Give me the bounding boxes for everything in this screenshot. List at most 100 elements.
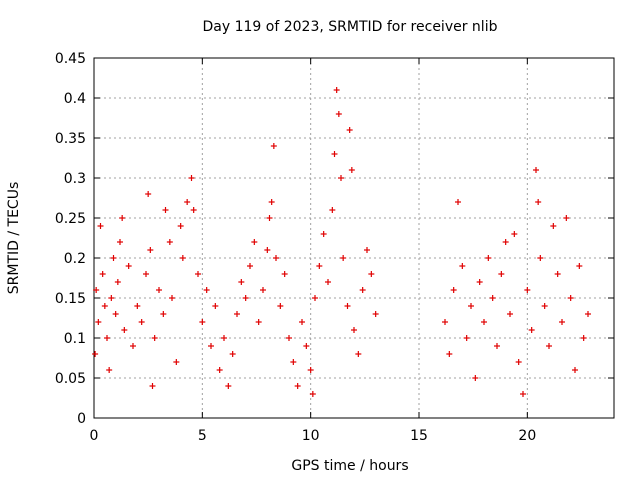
data-point [303,343,310,349]
y-tick-label: 0.15 [55,291,86,307]
data-point [468,303,474,309]
data-point [108,295,115,301]
data-point [286,335,292,341]
data-point [446,351,453,357]
data-point [160,311,167,317]
data-point [333,87,340,93]
data-point [459,263,466,269]
data-point [563,215,570,221]
axis-ticks: 0 0.05 0.1 0.15 0.2 0.25 0.3 0.35 0.4 0.45 0 5 10 15 2… [55,51,614,444]
data-point [494,343,500,349]
data-point [188,175,195,181]
data-point [472,375,479,381]
data-point [268,199,275,205]
data-point [559,319,565,325]
data-point [489,295,496,301]
y-tick-label: 0.4 [64,91,86,107]
x-tick-label: 0 [90,428,99,444]
data-point [359,287,366,293]
data-point [546,343,552,349]
data-point [290,359,297,365]
data-point [134,303,141,309]
data-point [550,223,557,229]
data-point [119,215,126,221]
data-point [364,247,370,253]
data-point [156,287,162,293]
data-point [580,335,587,341]
data-point [216,367,223,373]
data-point [281,271,288,277]
data-point [572,367,578,373]
data-point [121,327,128,333]
data-point [97,223,104,229]
data-point [351,327,357,333]
data-point [101,303,108,309]
y-tick-label: 0.1 [64,331,86,347]
data-point [145,191,152,197]
y-tick-label: 0.2 [64,251,86,267]
data-point [260,287,266,293]
data-point [355,351,362,357]
data-point [208,343,214,349]
data-point [212,303,219,309]
data-point [93,287,100,293]
data-point [320,231,327,237]
data-point [114,279,121,285]
data-point [238,279,245,285]
data-point [234,311,240,317]
data-point [273,255,279,261]
x-tick-label: 10 [302,428,320,444]
chart-title: Day 119 of 2023, SRMTID for receiver nli… [203,19,498,35]
data-point [348,167,355,173]
data-point [143,271,149,277]
data-point [316,263,323,269]
data-point [463,335,470,341]
data-point [104,335,110,341]
data-point [576,263,583,269]
data-point [507,311,513,317]
data-point [520,391,526,397]
data-point [221,335,227,341]
data-point [331,151,338,157]
data-point [585,311,591,317]
gridlines [94,58,614,418]
data-point [173,359,180,365]
data-point [329,207,336,213]
data-point [166,239,173,245]
data-point [242,295,249,301]
data-point [554,271,561,277]
data-point [307,367,314,373]
data-point [169,295,175,301]
data-point [502,239,509,245]
y-tick-label: 0.45 [55,51,86,67]
data-point [485,255,492,261]
plot-frame [93,57,615,419]
data-point [515,359,522,365]
x-axis-label: GPS time / hours [291,458,408,474]
data-point [195,271,201,277]
data-point [138,319,145,325]
data-point [535,199,542,205]
data-point [199,319,206,325]
data-point [151,335,158,341]
data-point [511,231,518,237]
data-point [524,287,531,293]
data-points [92,87,591,397]
data-point [450,287,457,293]
data-point [92,351,99,357]
data-point [368,271,375,277]
data-point [476,279,483,285]
data-point [481,319,487,325]
data-point [372,311,379,317]
data-point [117,239,123,245]
data-point [312,295,318,301]
data-point [264,247,271,253]
data-point [537,255,544,261]
data-point [255,319,262,325]
data-point [110,255,117,261]
data-point [344,303,351,309]
data-point [162,207,169,213]
data-point [203,287,210,293]
data-point [251,239,258,245]
